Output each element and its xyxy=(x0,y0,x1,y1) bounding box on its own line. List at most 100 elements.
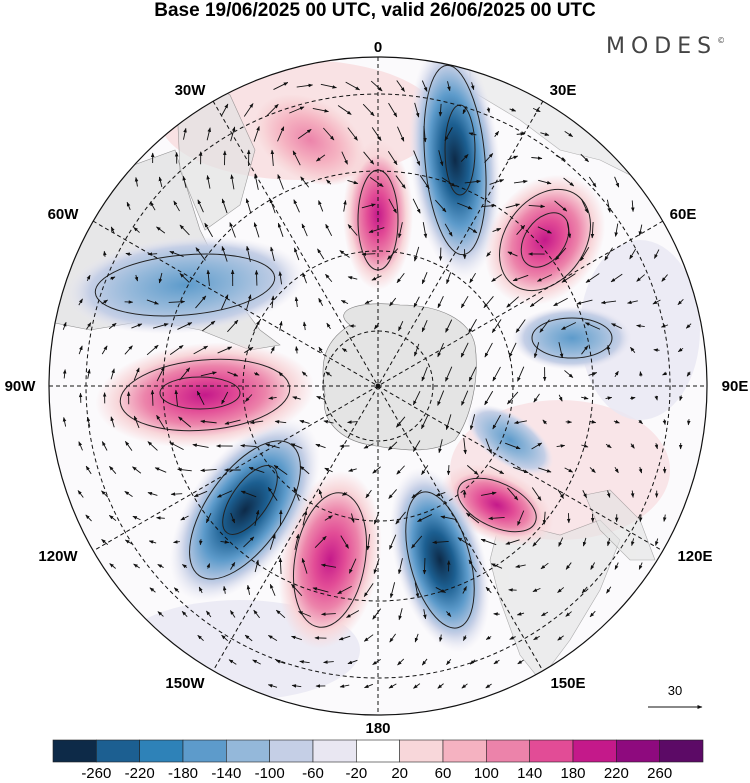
wind-vector xyxy=(437,683,444,689)
wind-vector xyxy=(302,321,307,331)
wind-vector xyxy=(396,465,405,475)
wind-vector xyxy=(294,346,299,354)
wind-vector xyxy=(422,557,427,575)
wind-vector xyxy=(466,465,479,475)
wind-vector xyxy=(517,510,525,526)
wind-vector xyxy=(62,417,67,427)
colorbar-tick-label: -100 xyxy=(255,765,285,782)
wind-vector xyxy=(438,634,443,642)
wind-vector xyxy=(315,443,326,449)
wind-vector xyxy=(460,154,469,162)
wind-vector xyxy=(614,562,619,570)
wind-vector xyxy=(515,319,526,333)
wind-vector xyxy=(491,274,503,282)
wind-vector xyxy=(446,658,452,666)
wind-vector xyxy=(412,198,421,214)
wind-vector xyxy=(169,251,184,257)
wind-vector xyxy=(370,80,383,92)
wind-vector xyxy=(150,389,155,406)
colorbar-segment xyxy=(486,739,530,763)
wind-vector xyxy=(485,586,492,594)
wind-vector xyxy=(516,132,526,136)
wind-vector xyxy=(457,537,472,547)
colorbar-tick-label: 260 xyxy=(647,765,672,782)
wind-vector xyxy=(347,659,358,665)
wind-vector xyxy=(685,323,692,329)
wind-vector xyxy=(320,563,337,568)
wind-vector xyxy=(227,319,239,333)
colorbar-tick-label: 20 xyxy=(391,765,408,782)
wind-vector xyxy=(461,390,469,406)
wind-vector xyxy=(470,82,475,91)
wind-vector xyxy=(686,371,691,377)
wind-vector xyxy=(291,684,302,688)
wind-vector xyxy=(468,559,477,573)
wind-vector xyxy=(132,466,142,474)
wind-vector xyxy=(654,249,660,259)
wind-vector xyxy=(299,660,310,664)
wind-vector xyxy=(243,103,254,117)
wind-vector xyxy=(246,245,251,262)
wind-vector xyxy=(396,416,406,428)
wind-vector xyxy=(421,415,429,430)
wind-vector xyxy=(131,323,143,329)
wind-vector xyxy=(446,611,452,617)
wind-vector xyxy=(269,583,276,596)
wind-vector xyxy=(447,81,451,92)
wind-vector xyxy=(438,150,444,167)
wind-vector xyxy=(86,322,92,330)
colorbar-tick-label: -260 xyxy=(81,765,111,782)
wind-vector xyxy=(484,153,494,163)
wind-vector xyxy=(109,465,117,475)
wind-vector xyxy=(468,366,477,382)
colorbar-segment xyxy=(96,739,140,763)
wind-vector xyxy=(492,366,501,382)
wind-vector xyxy=(446,465,451,476)
wind-vector xyxy=(181,611,188,617)
wind-vector xyxy=(414,102,420,118)
wind-vector xyxy=(245,394,253,402)
wind-vector xyxy=(437,390,445,406)
wind-vector xyxy=(216,490,233,498)
wind-vector xyxy=(146,299,159,305)
colorbar-segment xyxy=(226,739,270,763)
wind-vector xyxy=(267,486,278,501)
wind-vector xyxy=(469,659,476,665)
wind-vector xyxy=(397,658,405,666)
wind-vector xyxy=(614,370,619,378)
wind-vector xyxy=(221,245,228,262)
colorbar-segment xyxy=(269,739,314,763)
wind-vector xyxy=(347,224,358,236)
wind-vector xyxy=(292,150,301,166)
wind-vector xyxy=(444,223,453,237)
wind-vector xyxy=(110,368,115,380)
wind-vector xyxy=(318,297,324,306)
brand-name: MODES xyxy=(606,34,718,59)
wind-vector xyxy=(557,587,565,593)
wind-vector xyxy=(180,515,189,521)
lon-label-120e: 120E xyxy=(677,548,712,565)
colorbar-tick-label: 220 xyxy=(604,765,629,782)
wind-vector xyxy=(606,490,611,498)
wind-vector xyxy=(339,250,350,258)
wind-vector xyxy=(179,367,191,381)
wind-vector xyxy=(133,227,140,233)
wind-vector xyxy=(582,490,587,499)
wind-vector xyxy=(387,248,399,260)
wind-vector xyxy=(289,106,305,114)
wind-vector xyxy=(278,557,283,575)
wind-vector xyxy=(110,276,116,281)
wind-vector xyxy=(228,659,237,665)
wind-vector xyxy=(339,684,350,688)
wind-vector xyxy=(517,659,524,665)
wind-vector xyxy=(274,420,287,424)
lon-label-30e: 30E xyxy=(550,82,577,99)
wind-vector xyxy=(566,222,572,239)
wind-vector xyxy=(294,247,300,261)
wind-vector xyxy=(87,368,91,379)
wind-vector xyxy=(347,179,359,185)
wind-vector xyxy=(364,683,374,689)
wind-vector xyxy=(555,155,566,161)
wind-vector xyxy=(411,489,422,499)
lon-label-150w: 150W xyxy=(165,675,205,692)
